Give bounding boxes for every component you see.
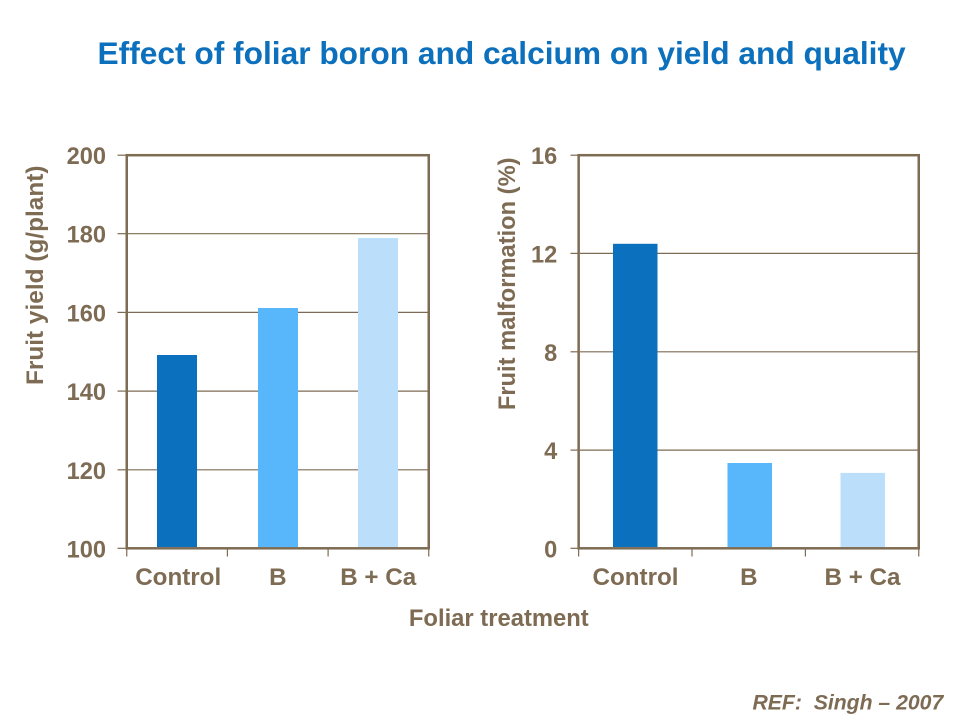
svg-text:Control: Control — [135, 564, 221, 591]
svg-text:Fruit yield (g/plant): Fruit yield (g/plant) — [22, 166, 49, 386]
svg-text:16: 16 — [531, 144, 557, 170]
svg-text:8: 8 — [544, 341, 557, 367]
svg-text:140: 140 — [67, 380, 106, 406]
svg-text:B: B — [740, 564, 757, 591]
svg-text:Effect of foliar boron and cal: Effect of foliar boron and calcium on yi… — [98, 35, 907, 71]
svg-text:B + Ca: B + Ca — [340, 564, 417, 591]
svg-text:Fruit malformation (%): Fruit malformation (%) — [495, 157, 521, 410]
svg-text:REF: Singh – 2007: REF: Singh – 2007 — [753, 692, 945, 715]
svg-text:180: 180 — [67, 223, 106, 249]
svg-text:0: 0 — [544, 537, 557, 563]
svg-text:Foliar treatment: Foliar treatment — [409, 605, 589, 632]
svg-text:100: 100 — [67, 537, 106, 563]
svg-text:120: 120 — [67, 459, 106, 485]
svg-text:12: 12 — [531, 242, 557, 268]
svg-text:4: 4 — [544, 439, 557, 465]
svg-text:200: 200 — [67, 144, 106, 170]
svg-text:B + Ca: B + Ca — [825, 564, 902, 591]
svg-text:160: 160 — [67, 301, 106, 327]
svg-text:B: B — [269, 564, 286, 591]
svg-text:Control: Control — [593, 564, 679, 591]
